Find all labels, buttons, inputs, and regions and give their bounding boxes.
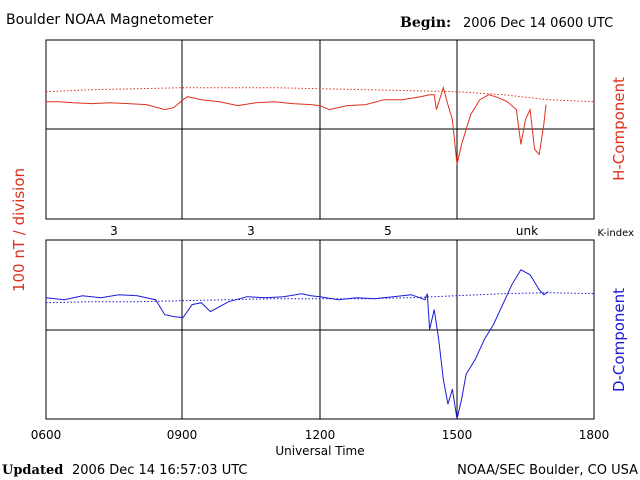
d-component-panel	[45, 239, 595, 420]
k-index-value: unk	[516, 224, 538, 238]
series-layer	[45, 85, 595, 420]
x-tick-label: 0900	[167, 428, 198, 442]
x-tick-label: 1800	[579, 428, 610, 442]
begin-value: 2006 Dec 14 0600 UTC	[463, 16, 613, 31]
d-component-label: D-Component	[610, 288, 628, 392]
x-tick-label: 1200	[305, 428, 336, 442]
d-component-baseline-line	[45, 292, 595, 304]
chart-title: Boulder NOAA Magnetometer	[6, 12, 213, 28]
k-index-value: 3	[110, 224, 118, 238]
x-tick-label: 1500	[442, 428, 473, 442]
h-component-data-line	[46, 85, 547, 165]
k-index-label: K-index	[598, 228, 635, 239]
d-component-data-line	[45, 269, 549, 420]
h-component-baseline-line	[45, 87, 595, 103]
begin-label: Begin:	[400, 15, 451, 31]
h-component-panel	[45, 39, 595, 220]
y-axis-label: 100 nT / division	[10, 168, 28, 292]
updated-label: Updated	[2, 463, 63, 478]
k-index-value: 3	[247, 224, 255, 238]
updated-value: 2006 Dec 14 16:57:03 UTC	[72, 463, 247, 478]
x-axis-label: Universal Time	[275, 444, 364, 458]
k-index-value: 5	[384, 224, 392, 238]
h-component-label: H-Component	[610, 77, 628, 181]
source-credit: NOAA/SEC Boulder, CO USA	[457, 463, 638, 478]
x-tick-label: 0600	[31, 428, 62, 442]
